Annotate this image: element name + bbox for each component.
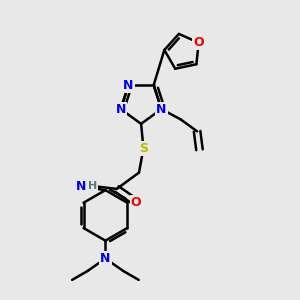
Text: H: H	[88, 181, 97, 191]
Text: N: N	[100, 252, 111, 265]
Text: O: O	[193, 36, 204, 49]
Text: O: O	[131, 196, 141, 209]
Text: N: N	[123, 79, 134, 92]
Text: N: N	[156, 103, 167, 116]
Text: S: S	[139, 142, 148, 155]
Text: N: N	[76, 180, 86, 193]
Text: N: N	[116, 103, 126, 116]
